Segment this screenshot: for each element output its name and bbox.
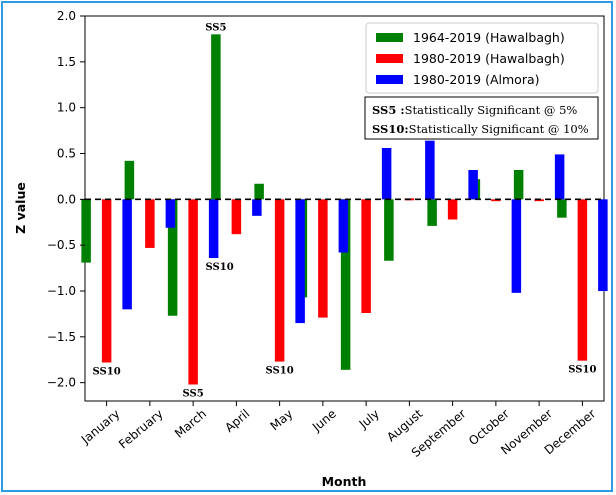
legend-box bbox=[365, 22, 599, 94]
x-tick-label-august: August bbox=[384, 406, 425, 444]
x-tick-label-june: June bbox=[309, 407, 339, 435]
bar-september-series-2 bbox=[447, 199, 458, 220]
note-text-ss10: Statistically Significant @ 10% bbox=[409, 122, 589, 136]
legend-swatch-series-1 bbox=[376, 33, 403, 42]
bar-march-series-3 bbox=[208, 199, 219, 258]
bar-january-series-1 bbox=[81, 199, 91, 263]
y-tick-label: −0.5 bbox=[47, 238, 76, 252]
bar-september-series-1 bbox=[427, 199, 437, 226]
x-tick-label-march: March bbox=[172, 407, 209, 441]
y-tick-label: −1.0 bbox=[47, 284, 76, 298]
bar-october-series-2 bbox=[491, 199, 501, 202]
bar-may-series-2 bbox=[274, 199, 285, 362]
sig-label-ss10-march: SS10 bbox=[206, 262, 234, 273]
x-tick-label-april: April bbox=[222, 407, 252, 435]
bar-november-series-1 bbox=[513, 170, 524, 200]
bar-july-series-1 bbox=[340, 199, 351, 370]
bar-april-series-1 bbox=[211, 34, 221, 200]
bar-february-series-2 bbox=[145, 199, 155, 248]
note-line-ss10: SS10:Statistically Significant @ 10% bbox=[372, 122, 589, 136]
sig-label-ss10-january: SS10 bbox=[93, 367, 121, 378]
y-axis-title: Z value bbox=[13, 182, 28, 234]
bar-may-series-3 bbox=[295, 199, 305, 324]
bar-september-series-3 bbox=[468, 170, 478, 200]
bar-august-series-1 bbox=[384, 199, 394, 261]
bar-july-series-2 bbox=[361, 199, 371, 313]
legend-swatch-series-3 bbox=[376, 75, 403, 84]
bar-january-series-3 bbox=[122, 199, 132, 310]
legend-label-series-1: 1964-2019 (Hawalbagh) bbox=[413, 30, 565, 45]
sig-label-ss5-march: SS5 bbox=[183, 389, 204, 400]
note-key-ss10: SS10: bbox=[372, 122, 409, 136]
legend-label-series-3: 1980-2019 (Almora) bbox=[413, 72, 540, 87]
y-tick-label: 0.0 bbox=[57, 192, 76, 206]
significance-labels: SS10 SS5 SS10 SS5 SS10 SS10 bbox=[93, 22, 597, 399]
bar-april-series-2 bbox=[231, 199, 242, 235]
bar-february-series-3 bbox=[165, 199, 176, 228]
y-tick-label: −1.5 bbox=[47, 330, 76, 344]
y-tick-label: 1.0 bbox=[57, 101, 76, 115]
legend: 1964-2019 (Hawalbagh) 1980-2019 (Hawalbag… bbox=[365, 22, 599, 94]
sig-label-ss5-april: SS5 bbox=[205, 22, 226, 33]
note-box bbox=[364, 96, 599, 140]
bars-group bbox=[81, 34, 608, 385]
legend-label-series-2: 1980-2019 (Hawalbagh) bbox=[413, 51, 565, 66]
bar-december-series-3 bbox=[598, 199, 608, 291]
bar-april-series-3 bbox=[252, 199, 262, 216]
bar-june-series-2 bbox=[318, 199, 328, 318]
bar-november-series-2 bbox=[534, 199, 544, 202]
y-tick-label: −2.0 bbox=[47, 376, 76, 390]
bar-january-series-2 bbox=[101, 199, 112, 363]
bar-december-series-2 bbox=[577, 199, 588, 361]
note-line-ss5: SS5 :Statistically Significant @ 5% bbox=[372, 103, 577, 117]
x-tick-label-may: May bbox=[268, 407, 296, 434]
x-tick-label-july: July bbox=[356, 407, 382, 432]
bar-march-series-2 bbox=[188, 199, 198, 385]
note-key-ss5: SS5 : bbox=[372, 103, 405, 117]
y-axis: −2.0 −1.5 −1.0 −0.5 0.0 0.5 1.0 1.5 2.0 bbox=[47, 9, 85, 390]
significance-note: SS5 :Statistically Significant @ 5% SS10… bbox=[364, 96, 599, 140]
x-axis-title: Month bbox=[322, 474, 367, 489]
bar-november-series-3 bbox=[554, 154, 565, 200]
y-tick-label: 1.5 bbox=[57, 55, 76, 69]
sig-label-ss10-may: SS10 bbox=[266, 366, 294, 377]
sig-label-ss10-december: SS10 bbox=[568, 365, 596, 376]
bar-december-series-1 bbox=[557, 199, 567, 218]
bar-march-series-1 bbox=[167, 199, 178, 316]
y-tick-label: 2.0 bbox=[57, 9, 76, 23]
bar-october-series-3 bbox=[511, 199, 522, 293]
y-tick-label: 0.5 bbox=[57, 147, 76, 161]
x-tick-label-february: February bbox=[116, 407, 166, 452]
note-text-ss5: Statistically Significant @ 5% bbox=[405, 103, 578, 117]
bar-june-series-3 bbox=[338, 199, 349, 253]
bar-february-series-1 bbox=[124, 160, 135, 200]
bar-august-series-3 bbox=[425, 140, 435, 200]
bar-july-series-3 bbox=[381, 148, 392, 200]
legend-swatch-series-2 bbox=[376, 54, 403, 63]
bar-may-series-1 bbox=[254, 183, 264, 200]
